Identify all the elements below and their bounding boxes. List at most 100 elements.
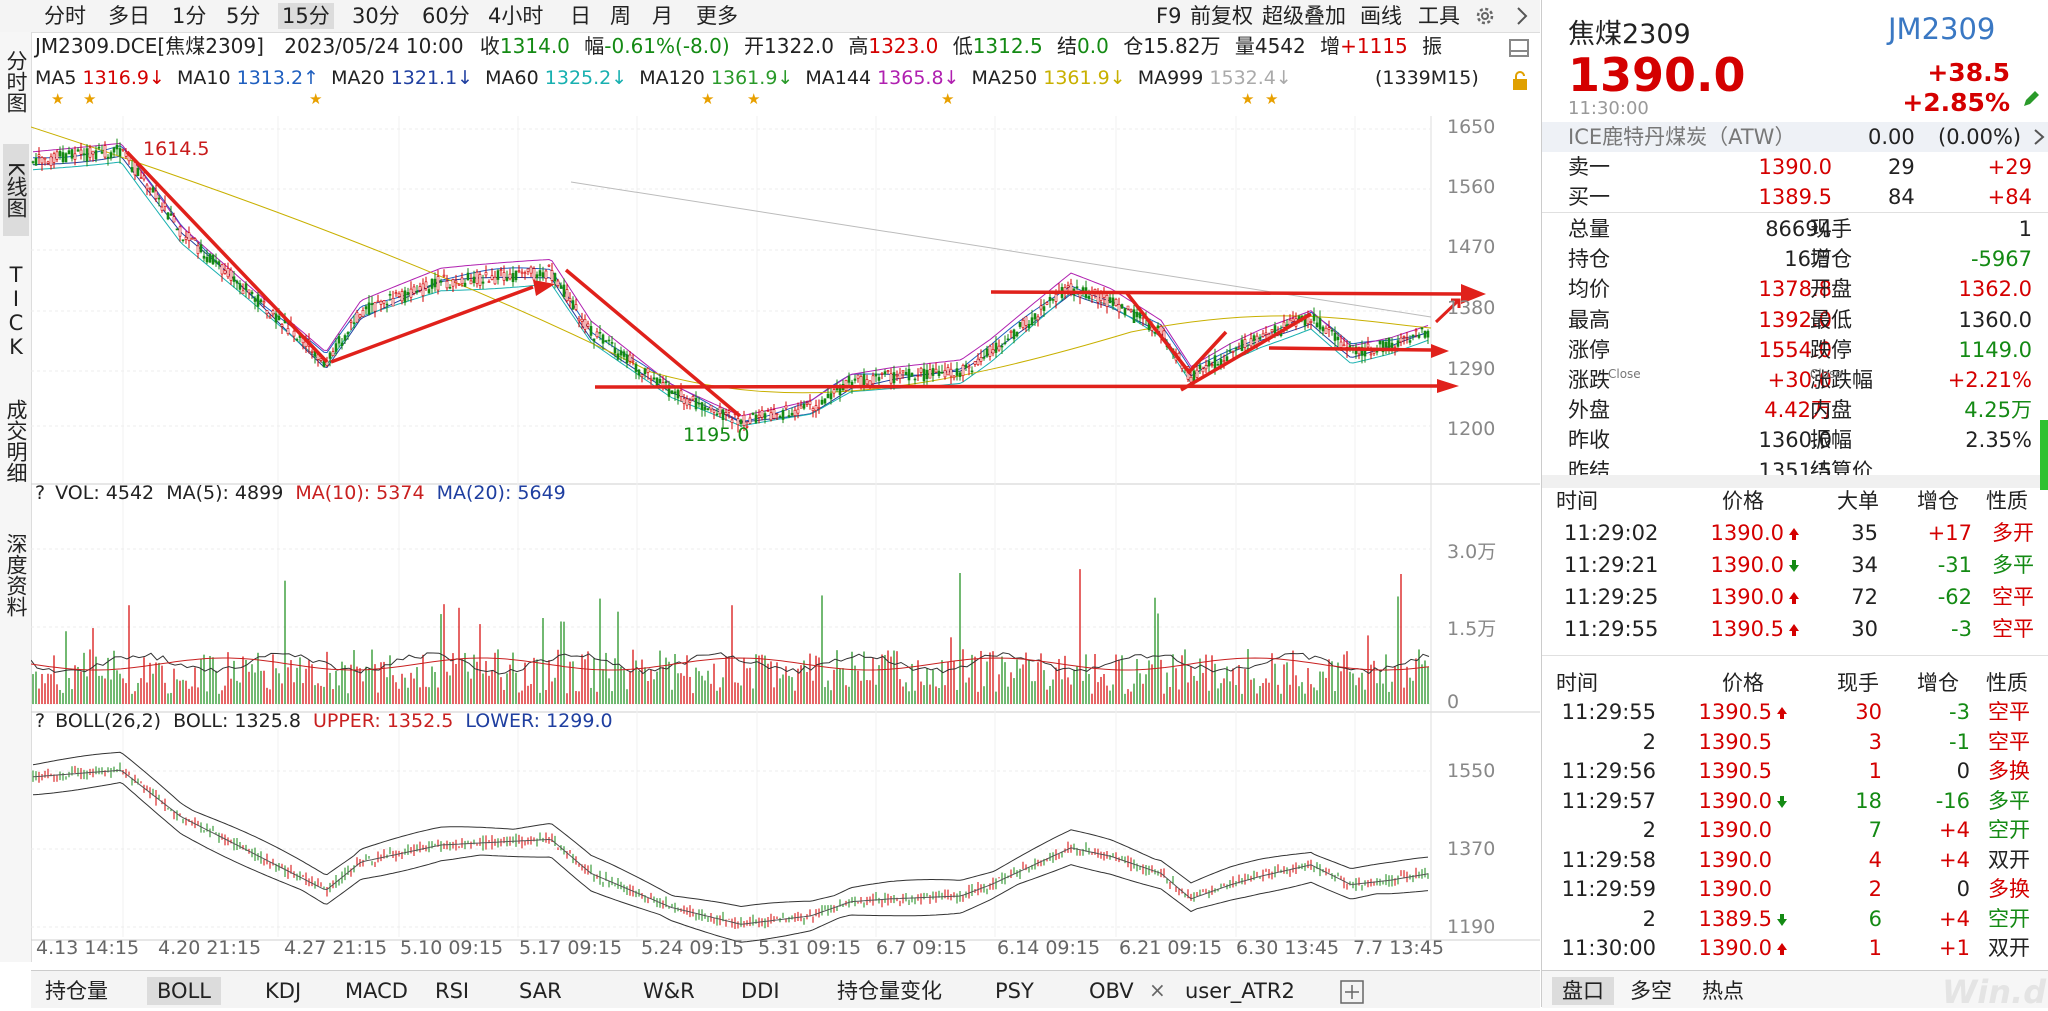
tab-kline[interactable]: K线图 xyxy=(3,144,29,236)
lock-icon[interactable] xyxy=(1509,70,1531,92)
trade-oi-change: 0 xyxy=(1956,877,1970,901)
period-tab-5min[interactable]: 5分 xyxy=(226,4,261,28)
tab-trade-detail[interactable]: 成交明细 xyxy=(4,399,28,483)
big-trade-row[interactable]: 11:29:21 1390.0 34 -31 多平 xyxy=(1542,550,2034,580)
adjust-button[interactable]: 前复权 xyxy=(1190,4,1253,28)
tab-long-short[interactable]: 多空 xyxy=(1630,979,1672,1003)
trade-row[interactable]: 11:29:59 1390.0 2 0 多换 xyxy=(1542,874,2032,904)
trade-volume: 7 xyxy=(1868,818,1882,842)
draw-line-button[interactable]: 画线 xyxy=(1360,4,1402,28)
tab-sar[interactable]: SAR xyxy=(519,979,562,1003)
orderbook-change: +84 xyxy=(1987,185,2032,209)
trade-row[interactable]: 2 1389.5 6 +4 空开 xyxy=(1542,904,2032,934)
high-label: 高 xyxy=(848,34,869,58)
trade-oi-change: +4 xyxy=(1939,847,1970,872)
vol-tick: 3.0万 xyxy=(1447,541,1497,563)
vol-ma20: MA(20): 5649 xyxy=(436,482,566,504)
change-label: 幅 xyxy=(584,34,605,58)
instrument-code[interactable]: JM2309 xyxy=(1888,12,1996,46)
star-icon[interactable]: ★ xyxy=(51,90,65,108)
chart-canvas[interactable] xyxy=(31,32,1540,962)
trade-row[interactable]: 11:29:58 1390.0 4 +4 双开 xyxy=(1542,845,2032,875)
period-tab-4h[interactable]: 4小时 xyxy=(488,4,544,28)
tab-obv[interactable]: OBV xyxy=(1089,979,1134,1003)
chevron-right-icon[interactable] xyxy=(1512,5,1532,27)
big-trade-row[interactable]: 11:29:02 1390.0 35 +17 多开 xyxy=(1542,518,2034,548)
scroll-indicator[interactable] xyxy=(2040,420,2048,490)
trend-lines[interactable] xyxy=(125,150,1462,418)
period-tab-30min[interactable]: 30分 xyxy=(352,4,400,28)
related-name: ICE鹿特丹煤炭（ATW） xyxy=(1568,125,1796,149)
panel-icon[interactable] xyxy=(1507,37,1533,61)
orderbook-row[interactable]: 卖一 1390.0 29 +29 xyxy=(1542,152,2032,182)
trade-row[interactable]: 11:29:55 1390.5 30 -3 空平 xyxy=(1542,697,2032,727)
big-trade-row[interactable]: 11:29:25 1390.0 72 -62 空平 xyxy=(1542,582,2034,612)
period-tab-multiday[interactable]: 多日 xyxy=(108,4,150,28)
trade-nature: 空开 xyxy=(1988,818,2030,842)
tab-kdj[interactable]: KDJ xyxy=(265,979,302,1003)
kline-chart-area[interactable]: JM2309.DCE[焦煤2309] 2023/05/24 10:00 收131… xyxy=(31,32,1540,962)
star-icon[interactable]: ★ xyxy=(309,90,323,108)
trade-row[interactable]: 11:30:00 1390.0 1 +1 双开 xyxy=(1542,933,2032,963)
chevron-right-icon[interactable] xyxy=(2032,128,2046,146)
help-icon[interactable]: ? xyxy=(35,710,46,732)
stat-label: 涨跌 xyxy=(1568,368,1610,392)
tab-ddi[interactable]: DDI xyxy=(741,979,780,1003)
trade-row[interactable]: 2 1390.5 3 -1 空平 xyxy=(1542,727,2032,757)
tools-button[interactable]: 工具 xyxy=(1418,4,1460,28)
trade-oi-change: -3 xyxy=(1949,700,1970,724)
star-icon[interactable]: ★ xyxy=(701,90,715,108)
star-icon[interactable]: ★ xyxy=(747,90,761,108)
tab-rsi[interactable]: RSI xyxy=(435,979,470,1003)
f9-button[interactable]: F9 xyxy=(1156,4,1182,28)
tab-psy[interactable]: PSY xyxy=(995,979,1034,1003)
orderbook-row[interactable]: 买一 1389.5 84 +84 xyxy=(1542,182,2032,212)
vol-label: 量 xyxy=(1234,34,1255,58)
period-tab-fenshi[interactable]: 分时 xyxy=(44,4,86,28)
overlay-button[interactable]: 超级叠加 xyxy=(1262,4,1346,28)
trade-price: 1390.0 xyxy=(1698,788,1772,813)
tab-tick[interactable]: TICK xyxy=(4,263,28,359)
trade-price: 1390.0 xyxy=(1710,553,1784,577)
tab-wr[interactable]: W&R xyxy=(643,979,695,1003)
volume-axis: 3.0万 1.5万 0 xyxy=(1447,537,1537,717)
tab-macd[interactable]: MACD xyxy=(345,979,408,1003)
gear-icon[interactable] xyxy=(1474,5,1496,27)
trade-time: 2 xyxy=(1642,818,1656,842)
orderbook-change: +29 xyxy=(1987,155,2032,179)
tab-depth[interactable]: 深度资料 xyxy=(4,533,28,617)
star-icon[interactable]: ★ xyxy=(1265,90,1279,108)
trade-row[interactable]: 11:29:57 1390.0 18 -16 多平 xyxy=(1542,786,2032,816)
tab-open-interest[interactable]: 持仓量 xyxy=(45,979,108,1003)
tab-user-atr2[interactable]: user_ATR2 xyxy=(1185,979,1295,1003)
period-tab-60min[interactable]: 60分 xyxy=(422,4,470,28)
edit-icon[interactable] xyxy=(2020,88,2042,110)
period-tab-1min[interactable]: 1分 xyxy=(172,4,207,28)
help-icon[interactable]: ? xyxy=(35,482,46,504)
period-tab-week[interactable]: 周 xyxy=(610,4,631,28)
tab-timeshare[interactable]: 分时图 xyxy=(4,49,28,113)
trade-volume: 3 xyxy=(1868,729,1882,754)
price-change: +38.5 xyxy=(1927,58,2010,87)
period-tab-15min[interactable]: 15分 xyxy=(278,3,334,29)
period-tab-more[interactable]: 更多 xyxy=(696,4,738,28)
trade-row[interactable]: 2 1390.0 7 +4 空开 xyxy=(1542,815,2032,845)
boll-lower: LOWER: 1299.0 xyxy=(465,710,613,732)
period-tab-month[interactable]: 月 xyxy=(652,4,673,28)
related-quote-row[interactable]: ICE鹿特丹煤炭（ATW） 0.00 (0.00%) xyxy=(1542,122,2048,152)
trade-volume: 6 xyxy=(1868,906,1882,931)
tab-oi-change[interactable]: 持仓量变化 xyxy=(837,979,942,1003)
stat-label: 外盘 xyxy=(1568,398,1610,423)
close-tab-icon[interactable]: × xyxy=(1149,978,1166,1002)
high-value: 1323.0 xyxy=(868,34,939,58)
big-trade-row[interactable]: 11:29:55 1390.5 30 -3 空平 xyxy=(1542,614,2034,644)
add-indicator-icon[interactable] xyxy=(1339,979,1365,1005)
star-icon[interactable]: ★ xyxy=(941,90,955,108)
trade-row[interactable]: 11:29:56 1390.5 1 0 多换 xyxy=(1542,756,2032,786)
tab-boll[interactable]: BOLL xyxy=(147,977,221,1005)
tab-hot[interactable]: 热点 xyxy=(1702,979,1744,1003)
star-icon[interactable]: ★ xyxy=(1241,90,1255,108)
tab-orderbook[interactable]: 盘口 xyxy=(1552,977,1614,1005)
period-tab-day[interactable]: 日 xyxy=(570,4,591,28)
star-icon[interactable]: ★ xyxy=(83,90,97,108)
